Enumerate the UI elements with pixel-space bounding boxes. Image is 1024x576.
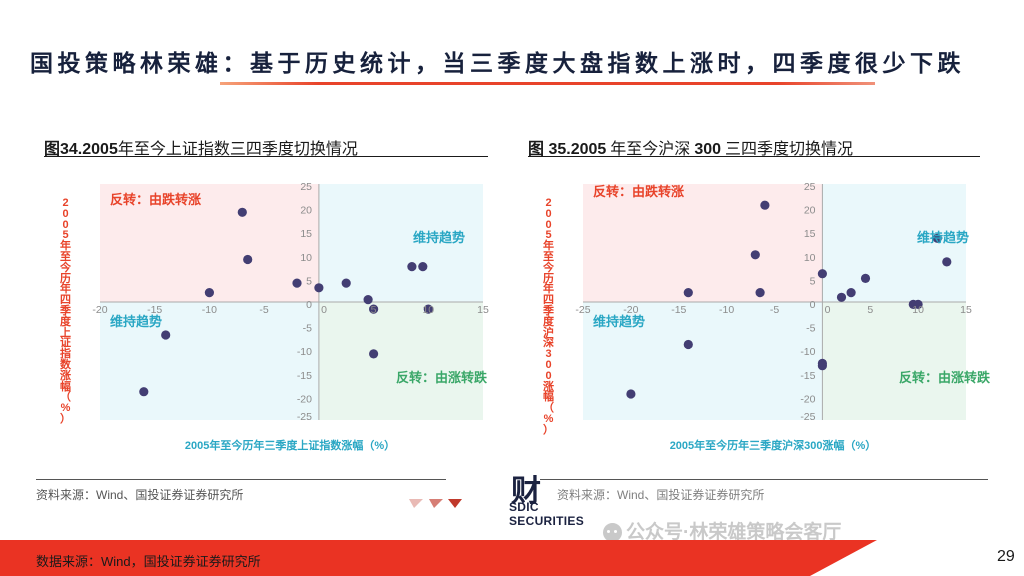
svg-text:15: 15 [804,228,816,240]
svg-text:维持趋势: 维持趋势 [413,230,465,245]
svg-text:-10: -10 [202,304,217,316]
svg-text:-5: -5 [770,304,779,316]
svg-text:10: 10 [300,252,312,264]
svg-text:维持趋势: 维持趋势 [110,314,162,329]
svg-text:20: 20 [804,205,816,217]
svg-text:25: 25 [300,181,312,193]
svg-text:15: 15 [477,304,489,316]
svg-text:5: 5 [371,304,377,316]
svg-text:-15: -15 [800,370,815,382]
svg-text:-10: -10 [800,346,815,358]
svg-text:-20: -20 [800,393,815,405]
svg-text:-15: -15 [671,304,686,316]
svg-text:15: 15 [300,228,312,240]
svg-text:-5: -5 [259,304,268,316]
svg-text:-20: -20 [297,393,312,405]
svg-text:反转：由涨转跌: 反转：由涨转跌 [396,370,488,385]
svg-text:反转：由涨转跌: 反转：由涨转跌 [899,370,991,385]
svg-text:25: 25 [804,181,816,193]
svg-text:10: 10 [804,252,816,264]
svg-text:10: 10 [422,304,434,316]
svg-text:0: 0 [810,299,816,311]
svg-text:10: 10 [912,304,924,316]
svg-text:反转：由跌转涨: 反转：由跌转涨 [110,192,201,207]
svg-text:维持趋势: 维持趋势 [593,314,645,329]
svg-text:-25: -25 [297,411,312,423]
svg-text:5: 5 [810,275,816,287]
svg-text:-15: -15 [297,370,312,382]
svg-text:15: 15 [960,304,972,316]
svg-text:-25: -25 [800,411,815,423]
svg-text:-25: -25 [575,304,590,316]
svg-text:-20: -20 [92,304,107,316]
svg-text:20: 20 [300,205,312,217]
svg-text:0: 0 [825,304,831,316]
svg-text:-5: -5 [303,323,312,335]
svg-text:0: 0 [306,299,312,311]
svg-text:-10: -10 [719,304,734,316]
svg-text:反转：由跌转涨: 反转：由跌转涨 [593,184,684,199]
svg-text:维持趋势: 维持趋势 [917,230,969,245]
svg-text:-10: -10 [297,346,312,358]
svg-text:5: 5 [867,304,873,316]
svg-text:-5: -5 [806,323,815,335]
svg-text:0: 0 [321,304,327,316]
svg-text:5: 5 [306,275,312,287]
